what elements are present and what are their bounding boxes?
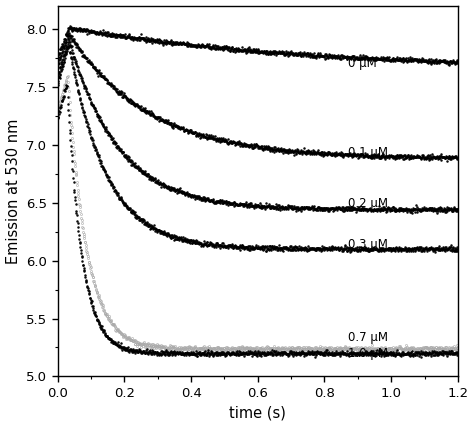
- Text: 0.2 μM: 0.2 μM: [348, 197, 388, 210]
- Text: 0.7 μM: 0.7 μM: [348, 331, 388, 343]
- Text: 0.1 μM: 0.1 μM: [348, 146, 388, 159]
- X-axis label: time (s): time (s): [229, 406, 286, 420]
- Text: 0 μM: 0 μM: [348, 57, 376, 70]
- Text: 0.3 μM: 0.3 μM: [348, 238, 388, 251]
- Y-axis label: Emission at 530 nm: Emission at 530 nm: [6, 118, 20, 264]
- Text: 1.0 μM: 1.0 μM: [348, 347, 388, 360]
